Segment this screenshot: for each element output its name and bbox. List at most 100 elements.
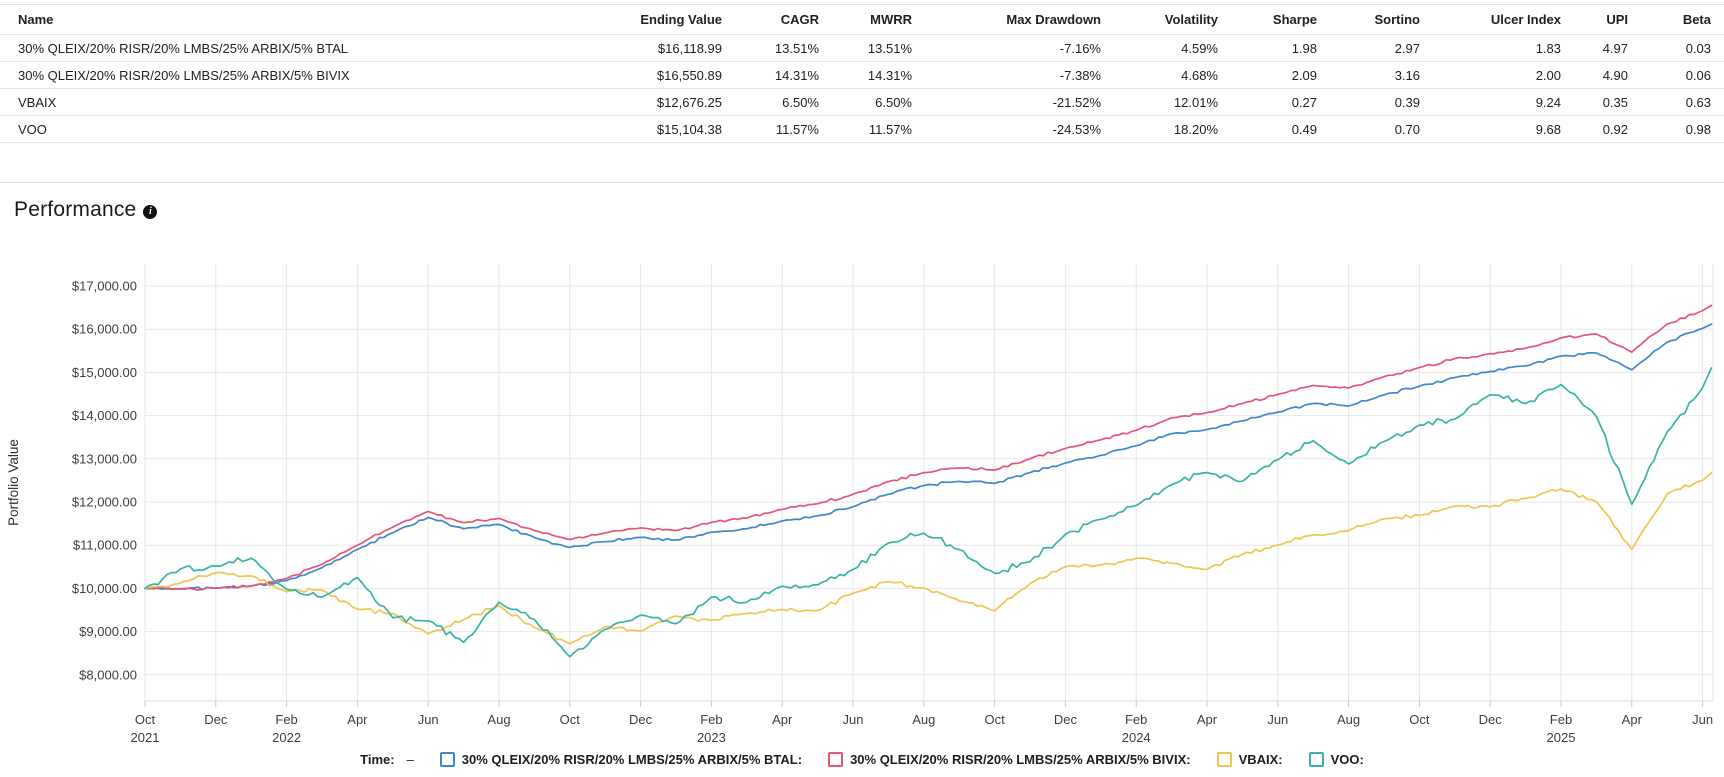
- x-axis-month-label: Dec: [204, 712, 228, 727]
- table-row: 30% QLEIX/20% RISR/20% LMBS/25% ARBIX/5%…: [0, 62, 1724, 89]
- x-axis-month-label: Dec: [1054, 712, 1078, 727]
- x-axis-month-label: Oct: [135, 712, 156, 727]
- table-cell: 0.63: [1685, 94, 1711, 110]
- legend-label: 30% QLEIX/20% RISR/20% LMBS/25% ARBIX/5%…: [850, 752, 1191, 767]
- legend-time-label: Time:: [360, 752, 395, 767]
- x-axis-month-label: Feb: [700, 712, 722, 727]
- legend-label: VBAIX:: [1238, 752, 1283, 767]
- x-axis-month-label: Aug: [1337, 712, 1360, 727]
- table-cell: 1.98: [1291, 40, 1317, 56]
- column-header: Ulcer Index: [1490, 12, 1561, 27]
- stats-table: Name Ending Value CAGR MWRR Max Drawdown Vola…: [0, 4, 1724, 143]
- column-header: Volatility: [1164, 12, 1218, 27]
- table-cell: 2.97: [1394, 40, 1420, 56]
- y-axis-title: Portfolio Value: [6, 439, 21, 526]
- table-cell: 4.90: [1602, 67, 1628, 83]
- table-cell: 9.68: [1535, 121, 1561, 137]
- table-cell: 2.09: [1291, 67, 1317, 83]
- y-axis-tick-label: $14,000.00: [72, 408, 137, 423]
- y-axis-tick-label: $10,000.00: [72, 581, 137, 596]
- performance-chart-svg[interactable]: $8,000.00 $9,000.00 $10,000.00 $11,000.00 $1…: [0, 246, 1724, 746]
- performance-section-header: Performance i: [0, 183, 1724, 222]
- table-cell: 0.98: [1685, 121, 1711, 137]
- x-axis-month-label: Apr: [772, 712, 793, 727]
- legend-label: VOO:: [1330, 752, 1364, 767]
- table-header-row: Name Ending Value CAGR MWRR Max Drawdown Vola…: [0, 5, 1724, 35]
- table-cell: 13.51%: [867, 40, 912, 56]
- column-header: Beta: [1682, 12, 1711, 27]
- table-cell: 11.57%: [775, 121, 819, 137]
- x-axis-month-label: Jun: [843, 712, 864, 727]
- table-cell: $15,104.38: [656, 121, 722, 137]
- table-cell: $16,550.89: [656, 67, 722, 83]
- x-axis-year-label: 2025: [1547, 730, 1576, 745]
- legend-swatch-icon: [439, 752, 455, 767]
- table-cell: -21.52%: [1052, 94, 1101, 110]
- table-cell: 0.39: [1394, 94, 1420, 110]
- table-cell: $12,676.25: [656, 94, 722, 110]
- x-axis-month-label: Jun: [1267, 712, 1288, 727]
- table-cell: 1.83: [1535, 40, 1561, 56]
- series-line-3: [144, 471, 1713, 645]
- info-icon[interactable]: i: [143, 204, 158, 219]
- legend-time: Time: –: [360, 752, 414, 767]
- legend-swatch-icon: [1216, 752, 1232, 767]
- table-cell: $16,118.99: [657, 40, 722, 56]
- table-cell: 6.50%: [782, 94, 819, 110]
- table-cell: 9.24: [1535, 94, 1561, 110]
- table-cell: -24.53%: [1052, 121, 1101, 137]
- legend-item-4[interactable]: VOO:: [1308, 752, 1364, 767]
- y-axis-tick-label: $11,000.00: [73, 538, 137, 553]
- series-line-4: [144, 367, 1713, 658]
- backtest-results-page: Name Ending Value CAGR MWRR Max Drawdown Vola…: [0, 4, 1724, 767]
- x-axis-month-label: Aug: [487, 712, 510, 727]
- x-axis-month-label: Feb: [1125, 712, 1147, 727]
- y-axis-tick-label: $17,000.00: [72, 279, 137, 294]
- legend-item-2[interactable]: 30% QLEIX/20% RISR/20% LMBS/25% ARBIX/5%…: [828, 752, 1191, 767]
- x-axis-month-label: Dec: [629, 712, 653, 727]
- portfolio-name: 30% QLEIX/20% RISR/20% LMBS/25% ARBIX/5%…: [18, 67, 350, 83]
- legend-label: 30% QLEIX/20% RISR/20% LMBS/25% ARBIX/5%…: [461, 752, 803, 767]
- portfolio-name: VOO: [18, 121, 47, 137]
- x-axis-month-label: Oct: [1409, 712, 1430, 727]
- chart-legend: Time: – 30% QLEIX/20% RISR/20% LMBS/25% AR…: [0, 752, 1724, 767]
- y-axis-tick-label: $8,000.00: [79, 667, 137, 682]
- performance-chart: $8,000.00 $9,000.00 $10,000.00 $11,000.00 $1…: [0, 246, 1724, 746]
- legend-item-1[interactable]: 30% QLEIX/20% RISR/20% LMBS/25% ARBIX/5%…: [439, 752, 803, 767]
- column-header: Sharpe: [1272, 12, 1317, 27]
- table-cell: 18.20%: [1173, 121, 1218, 137]
- table-cell: 0.92: [1602, 121, 1628, 137]
- table-cell: 0.70: [1394, 121, 1420, 137]
- x-axis-year-label: 2023: [697, 730, 726, 745]
- x-axis-month-label: Feb: [275, 712, 297, 727]
- x-axis-month-label: Jun: [418, 712, 439, 727]
- column-header: CAGR: [780, 12, 819, 27]
- x-axis-month-label: Dec: [1479, 712, 1503, 727]
- x-axis-month-label: Feb: [1550, 712, 1572, 727]
- x-axis-month-label: Apr: [347, 712, 368, 727]
- series-line-1: [144, 323, 1713, 591]
- portfolio-name: 30% QLEIX/20% RISR/20% LMBS/25% ARBIX/5%…: [18, 40, 348, 56]
- x-axis-month-label: Aug: [912, 712, 935, 727]
- y-axis-tick-label: $13,000.00: [72, 451, 137, 466]
- table-cell: 4.59%: [1181, 40, 1218, 56]
- x-axis-month-label: Oct: [560, 712, 581, 727]
- legend-swatch-icon: [1308, 752, 1324, 767]
- table-cell: 0.06: [1685, 67, 1711, 83]
- table-cell: 11.57%: [868, 121, 912, 137]
- table-cell: -7.16%: [1059, 40, 1101, 56]
- table-cell: 4.68%: [1181, 67, 1218, 83]
- section-divider: [0, 182, 1724, 183]
- column-header: Sortino: [1374, 12, 1421, 27]
- portfolio-name: VBAIX: [18, 94, 57, 110]
- y-axis-tick-label: $12,000.00: [72, 495, 137, 510]
- x-axis-month-label: Apr: [1197, 712, 1218, 727]
- table-cell: 12.01%: [1173, 94, 1218, 110]
- x-axis-month-label: Jun: [1692, 712, 1713, 727]
- table-row: VBAIX $12,676.25 6.50% 6.50% -21.52% 12.01% 0.…: [0, 89, 1724, 116]
- y-axis-tick-label: $9,000.00: [79, 624, 137, 639]
- table-cell: 0.49: [1291, 121, 1317, 137]
- legend-time-value: –: [406, 752, 414, 767]
- x-axis-month-label: Apr: [1622, 712, 1643, 727]
- legend-item-3[interactable]: VBAIX:: [1216, 752, 1283, 767]
